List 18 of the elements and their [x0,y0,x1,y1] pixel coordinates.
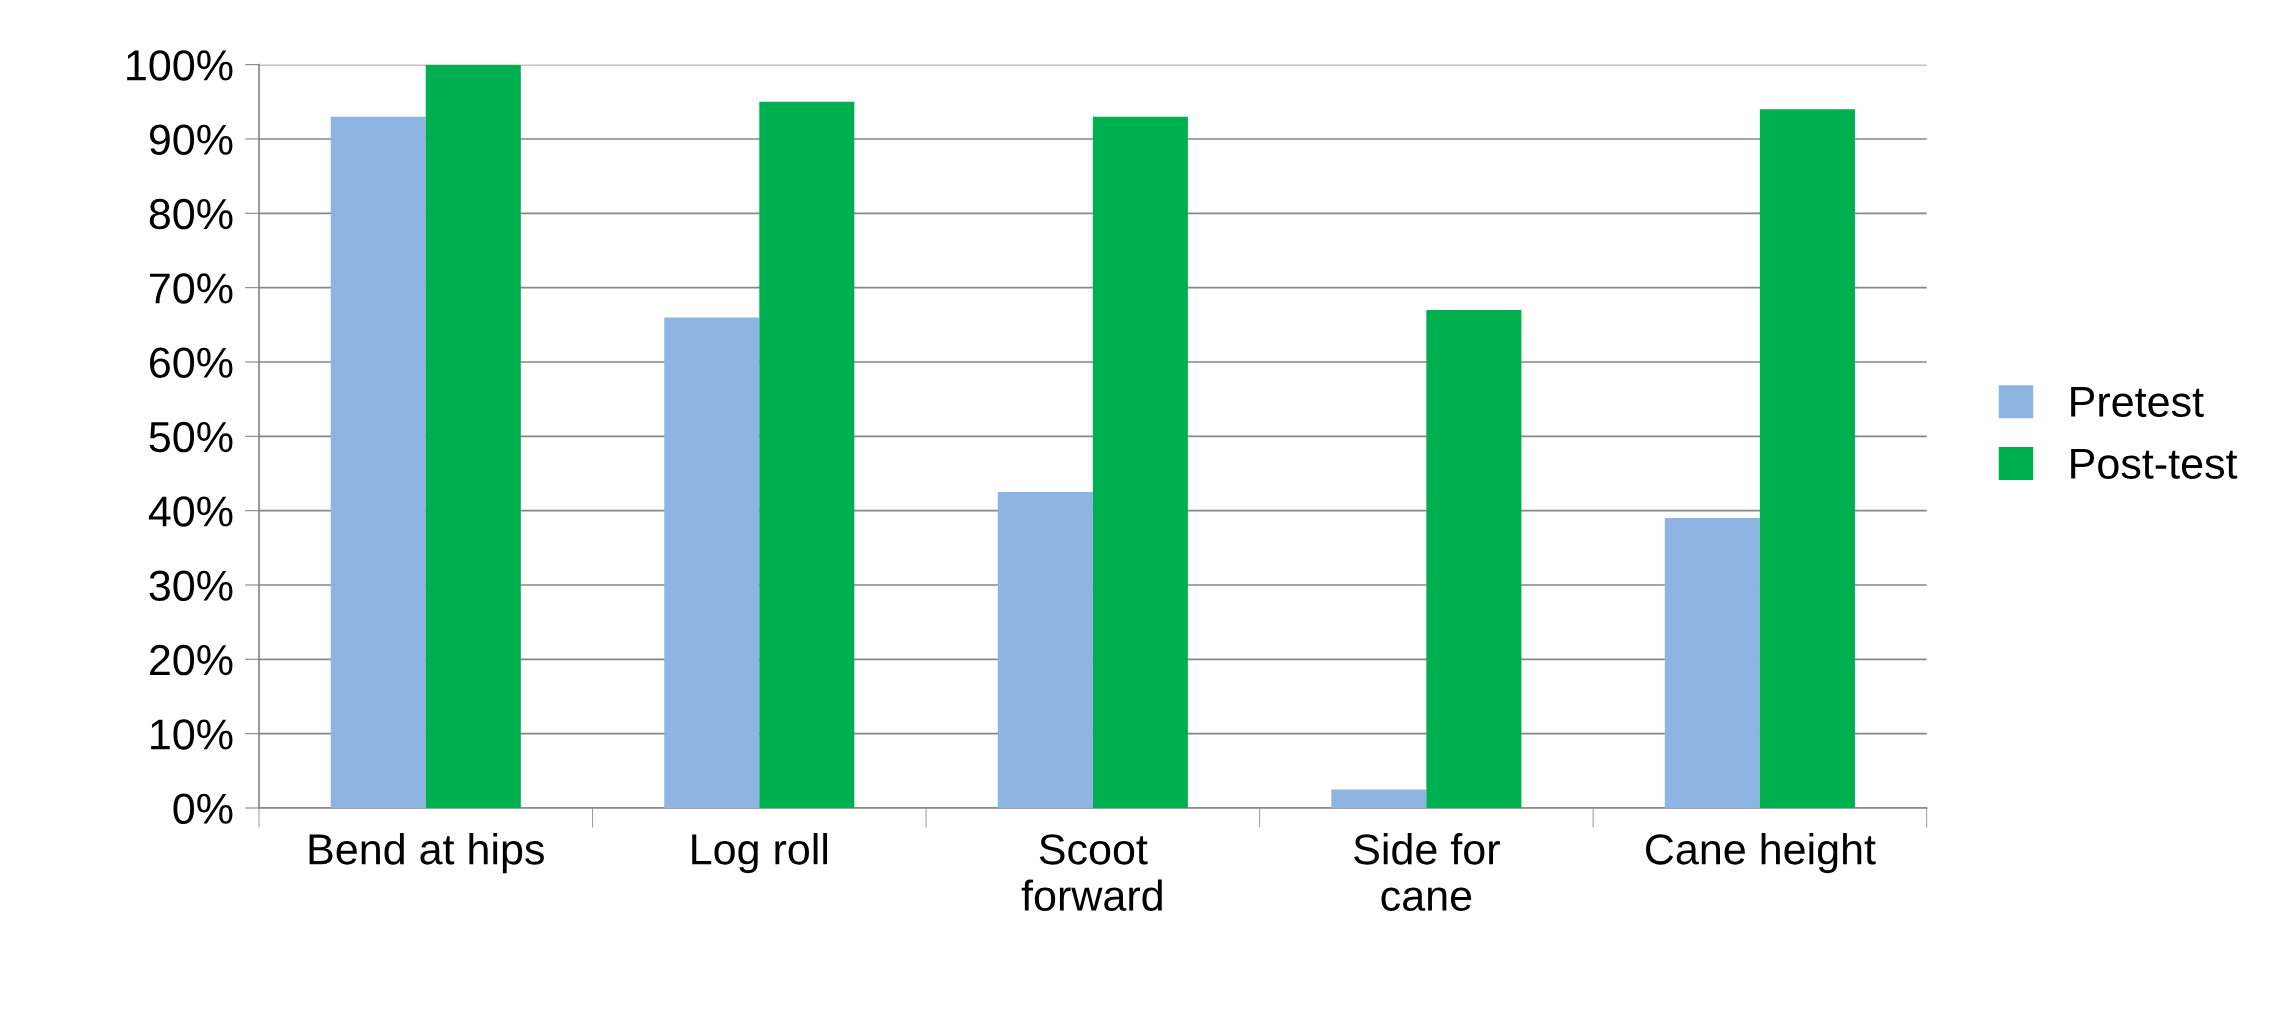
x-tick-label: Bend at hips [309,833,544,874]
y-tick-label: 30% [149,570,233,602]
x-tick-label: Scoot forward [1021,834,1162,911]
y-tick-label: 70% [150,273,233,304]
y-tick-label: 90% [149,124,233,155]
legend-label: Pretest [2071,387,2204,418]
y-tick-label: 10% [151,719,233,750]
x-tick-label: Side for cane [1354,833,1500,911]
y-tick-label: 60% [150,347,233,379]
y-tick-label: 40% [148,496,233,527]
y-tick-label: 80% [149,198,233,230]
y-tick-label: 0% [173,793,233,825]
x-tick-label: Cane height [1645,833,1876,874]
x-tick-label: Log roll [692,833,828,874]
legend-label: Post-test [2071,448,2238,479]
y-tick-label: 20% [150,644,233,676]
y-tick-label: 50% [149,421,233,453]
y-tick-label: 100% [127,50,233,81]
